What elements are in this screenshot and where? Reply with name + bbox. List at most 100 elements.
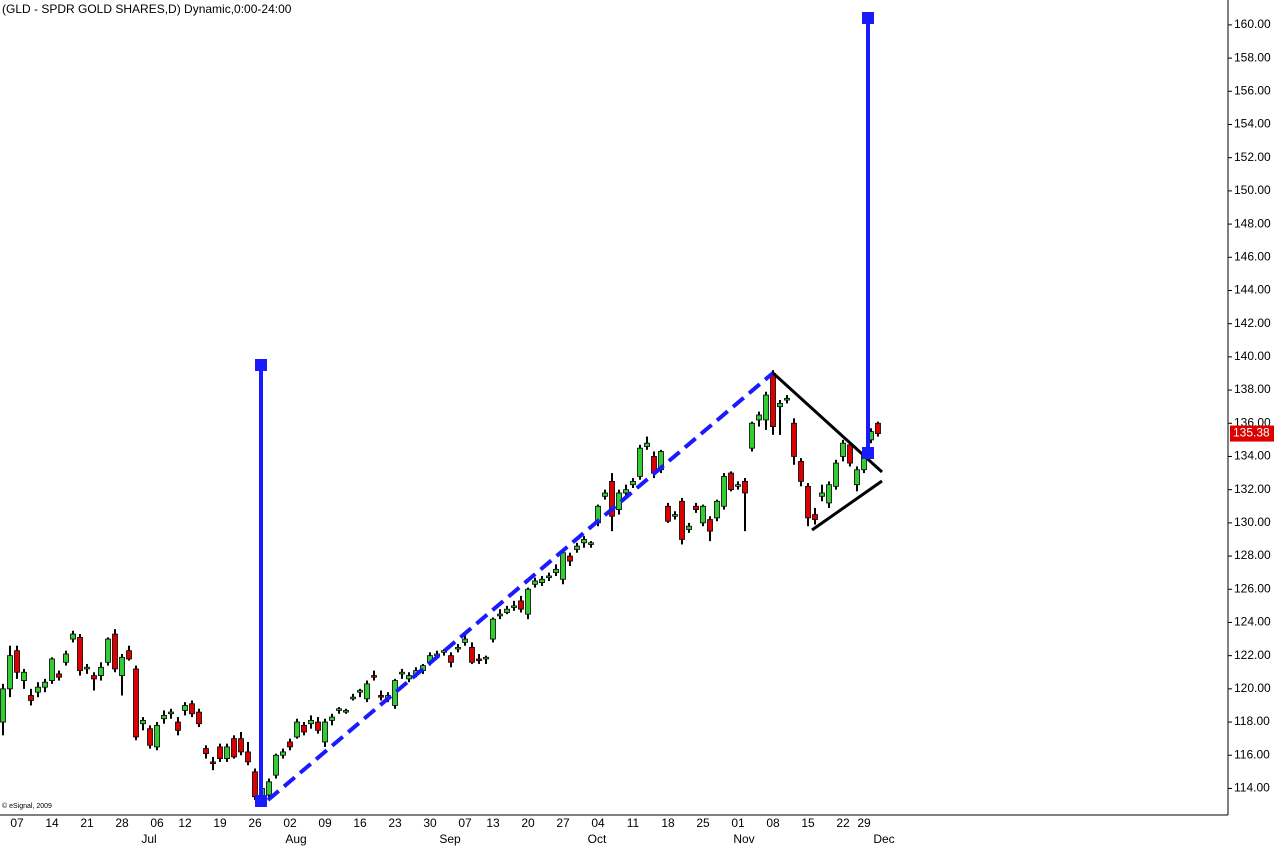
x-tick-label: 04 [591, 816, 605, 830]
candle-body [105, 638, 111, 663]
candle-body [49, 658, 55, 681]
candle-body [791, 422, 797, 457]
candle-body [98, 666, 104, 676]
y-tick-label: 140.00 [1234, 349, 1271, 363]
x-tick-label: 29 [857, 816, 871, 830]
candle-body [196, 711, 202, 725]
candle-body [588, 542, 594, 545]
candle-body [126, 650, 132, 660]
candle-body [728, 472, 734, 491]
candle-body [756, 414, 762, 421]
copyright: © eSignal, 2009 [2, 802, 52, 810]
candle-body [42, 681, 48, 688]
candle-body [679, 500, 685, 540]
candle-body [700, 505, 706, 524]
candle-body [490, 618, 496, 640]
x-tick-label: 15 [801, 816, 815, 830]
target-handle [862, 447, 874, 459]
y-tick-label: 160.00 [1234, 17, 1271, 31]
candle-body [0, 688, 6, 723]
x-tick-label: 16 [353, 816, 367, 830]
candle-body [455, 646, 461, 650]
month-label: Dec [873, 832, 894, 846]
candle-body [77, 636, 83, 671]
candle-body [546, 575, 552, 579]
candle-body [182, 705, 188, 711]
y-tick-label: 158.00 [1234, 50, 1271, 64]
candle-body [770, 373, 776, 427]
x-tick-label: 26 [248, 816, 262, 830]
x-tick-label: 07 [458, 816, 472, 830]
x-tick-label: 27 [556, 816, 570, 830]
x-tick-label: 09 [318, 816, 332, 830]
candle-body [70, 633, 76, 640]
y-tick-label: 130.00 [1234, 515, 1271, 529]
candle-body [357, 690, 363, 693]
y-tick-label: 154.00 [1234, 117, 1271, 131]
candle-body [525, 588, 531, 615]
candle-body [777, 402, 783, 408]
y-tick-label: 156.00 [1234, 83, 1271, 97]
candle-body [833, 462, 839, 487]
candle-body [189, 703, 195, 715]
x-tick-label: 12 [178, 816, 192, 830]
candle-body [665, 505, 671, 522]
candle-body [329, 716, 335, 721]
candle-body [245, 751, 251, 763]
y-tick-label: 134.00 [1234, 449, 1271, 463]
candle-body [812, 514, 818, 520]
candle-body [252, 771, 258, 798]
y-tick-label: 152.00 [1234, 150, 1271, 164]
candle-body [238, 738, 244, 753]
candle-body [448, 655, 454, 663]
target-handle [862, 12, 874, 24]
candle-body [56, 673, 62, 678]
candle-body [140, 719, 146, 725]
y-tick-label: 118.00 [1234, 714, 1270, 728]
candle-body [763, 394, 769, 421]
x-tick-label: 08 [766, 816, 780, 830]
candle-body [602, 492, 608, 497]
candle-body [210, 761, 216, 764]
candle-body [819, 492, 825, 497]
candle-body [231, 738, 237, 758]
candle-body [476, 658, 482, 662]
candle-body [301, 724, 307, 733]
candle-body [483, 656, 489, 660]
candle-body [854, 469, 860, 486]
candle-body [322, 721, 328, 743]
y-tick-label: 132.00 [1234, 482, 1271, 496]
candle-body [511, 605, 517, 608]
pole-handle [255, 359, 267, 371]
y-tick-label: 120.00 [1234, 681, 1271, 695]
candles [0, 370, 881, 804]
y-tick-label: 128.00 [1234, 548, 1271, 562]
candle-body [497, 613, 503, 617]
candle-body [147, 728, 153, 746]
candle-body [161, 715, 167, 720]
candle-body [721, 475, 727, 507]
candle-body [133, 668, 139, 738]
candle-body [168, 711, 174, 715]
y-tick-label: 122.00 [1234, 648, 1271, 662]
x-tick-label: 19 [213, 816, 227, 830]
x-tick-label: 25 [696, 816, 710, 830]
month-label: Nov [733, 832, 754, 846]
y-tick-label: 124.00 [1234, 615, 1271, 629]
candle-body [7, 655, 13, 690]
y-tick-label: 126.00 [1234, 581, 1271, 595]
candle-body [532, 580, 538, 585]
candle-body [462, 638, 468, 643]
chart-title: (GLD - SPDR GOLD SHARES,D) Dynamic,0:00-… [2, 2, 292, 16]
candle-body [112, 633, 118, 670]
x-tick-label: 02 [283, 816, 297, 830]
candle-body [35, 686, 41, 693]
x-tick-label: 07 [10, 816, 24, 830]
candle-body [280, 751, 286, 756]
y-tick-label: 148.00 [1234, 216, 1271, 230]
candle-body [826, 484, 832, 504]
month-label: Jul [141, 832, 156, 846]
last-price-label: 135.38 [1233, 426, 1270, 440]
x-tick-label: 13 [486, 816, 500, 830]
